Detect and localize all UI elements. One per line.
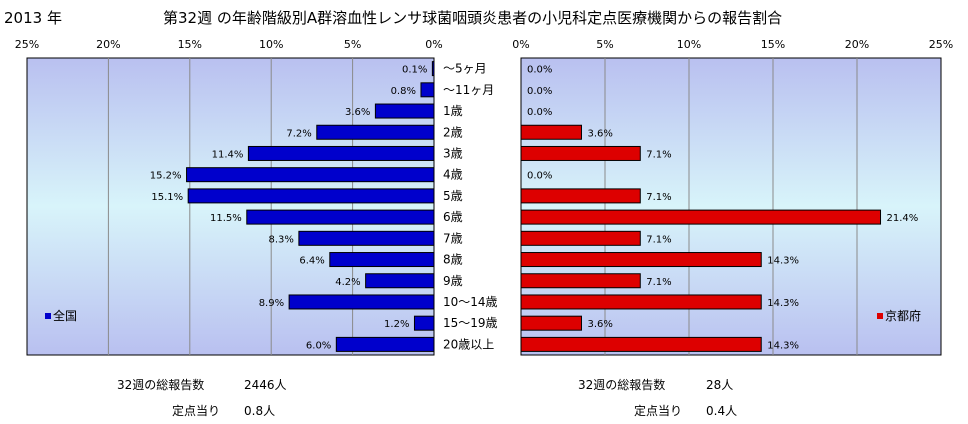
national-bar <box>288 294 435 310</box>
category-label: 2歳 <box>443 125 463 139</box>
kyoto-data-label: 7.1% <box>646 192 671 203</box>
national-legend-swatch <box>45 313 51 319</box>
kyoto-bar <box>520 145 641 161</box>
kyoto-legend-label: 京都府 <box>885 308 921 323</box>
national-data-label: 8.9% <box>259 298 284 309</box>
kyoto-data-label: 0.0% <box>527 171 552 182</box>
right-axis-tick-label: 15% <box>761 38 785 51</box>
category-label: 4歳 <box>443 168 463 182</box>
category-label: 15～19歳 <box>443 316 498 330</box>
national-bar <box>420 82 435 98</box>
national-bar <box>247 145 435 161</box>
kyoto-bar <box>520 336 762 352</box>
kyoto-data-label: 14.3% <box>767 256 799 267</box>
left-axis-tick-label: 25% <box>15 38 39 51</box>
kyoto-bar <box>520 188 641 204</box>
category-label: 1歳 <box>443 104 463 118</box>
kyoto-bar <box>520 209 882 225</box>
category-label: ～11ヶ月 <box>443 83 494 97</box>
kyoto-data-label: 14.3% <box>767 298 799 309</box>
national-data-label: 15.1% <box>151 192 183 203</box>
national-per-site-label: 定点当り <box>172 404 221 418</box>
kyoto-data-label: 3.6% <box>587 319 612 330</box>
national-bar <box>374 103 435 119</box>
kyoto-total-label: 32週の総報告数 <box>578 378 666 392</box>
kyoto-per-site-value: 0.4人 <box>706 404 738 418</box>
category-label: 10～14歳 <box>443 295 498 309</box>
left-axis-tick-label: 15% <box>178 38 202 51</box>
national-total-label: 32週の総報告数 <box>117 378 205 392</box>
national-total-value: 2446人 <box>244 378 287 392</box>
national-data-label: 6.0% <box>306 340 331 351</box>
year-label: 2013 年 <box>4 9 62 27</box>
left-axis-tick-label: 0% <box>425 38 442 51</box>
national-bar <box>316 124 435 140</box>
national-data-label: 1.2% <box>384 319 409 330</box>
chart-title: 第32週 の年齢階級別A群溶血性レンサ球菌咽頭炎患者の小児科定点医療機関からの報… <box>163 9 783 27</box>
kyoto-bar <box>520 230 641 246</box>
national-data-label: 15.2% <box>150 171 182 182</box>
kyoto-bar <box>520 273 641 289</box>
category-label: 7歳 <box>443 231 463 245</box>
kyoto-data-label: 0.0% <box>527 107 552 118</box>
national-bar <box>365 273 435 289</box>
left-axis-tick-label: 10% <box>259 38 283 51</box>
kyoto-data-label: 7.1% <box>646 277 671 288</box>
right-axis-tick-label: 10% <box>677 38 701 51</box>
kyoto-total-value: 28人 <box>706 378 734 392</box>
national-bar <box>298 230 435 246</box>
national-bar <box>186 167 435 183</box>
kyoto-data-label: 7.1% <box>646 149 671 160</box>
category-label: 8歳 <box>443 253 463 267</box>
right-plot-area <box>520 57 942 356</box>
kyoto-bar <box>520 252 762 268</box>
left-axis-tick-label: 5% <box>344 38 361 51</box>
national-data-label: 3.6% <box>345 107 370 118</box>
kyoto-bar <box>520 315 582 331</box>
right-axis-tick-label: 20% <box>845 38 869 51</box>
national-data-label: 0.8% <box>391 86 416 97</box>
kyoto-bar <box>520 294 762 310</box>
kyoto-data-label: 3.6% <box>587 128 612 139</box>
kyoto-data-label: 21.4% <box>887 213 919 224</box>
kyoto-legend-swatch <box>877 313 883 319</box>
category-label: ～5ヶ月 <box>443 62 487 76</box>
category-label: 20歳以上 <box>443 337 494 351</box>
category-label: 5歳 <box>443 189 463 203</box>
kyoto-bar <box>520 124 582 140</box>
right-axis-tick-label: 0% <box>512 38 529 51</box>
category-label: 3歳 <box>443 146 463 160</box>
left-plot-area <box>26 57 435 356</box>
national-bar <box>413 315 435 331</box>
kyoto-data-label: 0.0% <box>527 86 552 97</box>
national-legend-label: 全国 <box>53 308 77 323</box>
national-per-site-value: 0.8人 <box>244 404 276 418</box>
national-data-label: 11.5% <box>210 213 242 224</box>
national-bar <box>329 252 435 268</box>
national-bar <box>431 61 435 77</box>
kyoto-per-site-label: 定点当り <box>634 404 683 418</box>
right-axis-tick-label: 5% <box>596 38 613 51</box>
left-axis-tick-label: 20% <box>96 38 120 51</box>
national-data-label: 0.1% <box>402 65 427 76</box>
national-bar <box>335 336 435 352</box>
national-bar <box>187 188 435 204</box>
kyoto-data-label: 7.1% <box>646 234 671 245</box>
national-bar <box>246 209 435 225</box>
kyoto-data-label: 0.0% <box>527 65 552 76</box>
national-data-label: 11.4% <box>212 149 244 160</box>
national-data-label: 7.2% <box>286 128 311 139</box>
category-label: 6歳 <box>443 210 463 224</box>
kyoto-data-label: 14.3% <box>767 340 799 351</box>
national-data-label: 8.3% <box>268 234 293 245</box>
category-label: 9歳 <box>443 274 463 288</box>
national-data-label: 6.4% <box>299 256 324 267</box>
right-axis-tick-label: 25% <box>929 38 953 51</box>
national-data-label: 4.2% <box>335 277 360 288</box>
